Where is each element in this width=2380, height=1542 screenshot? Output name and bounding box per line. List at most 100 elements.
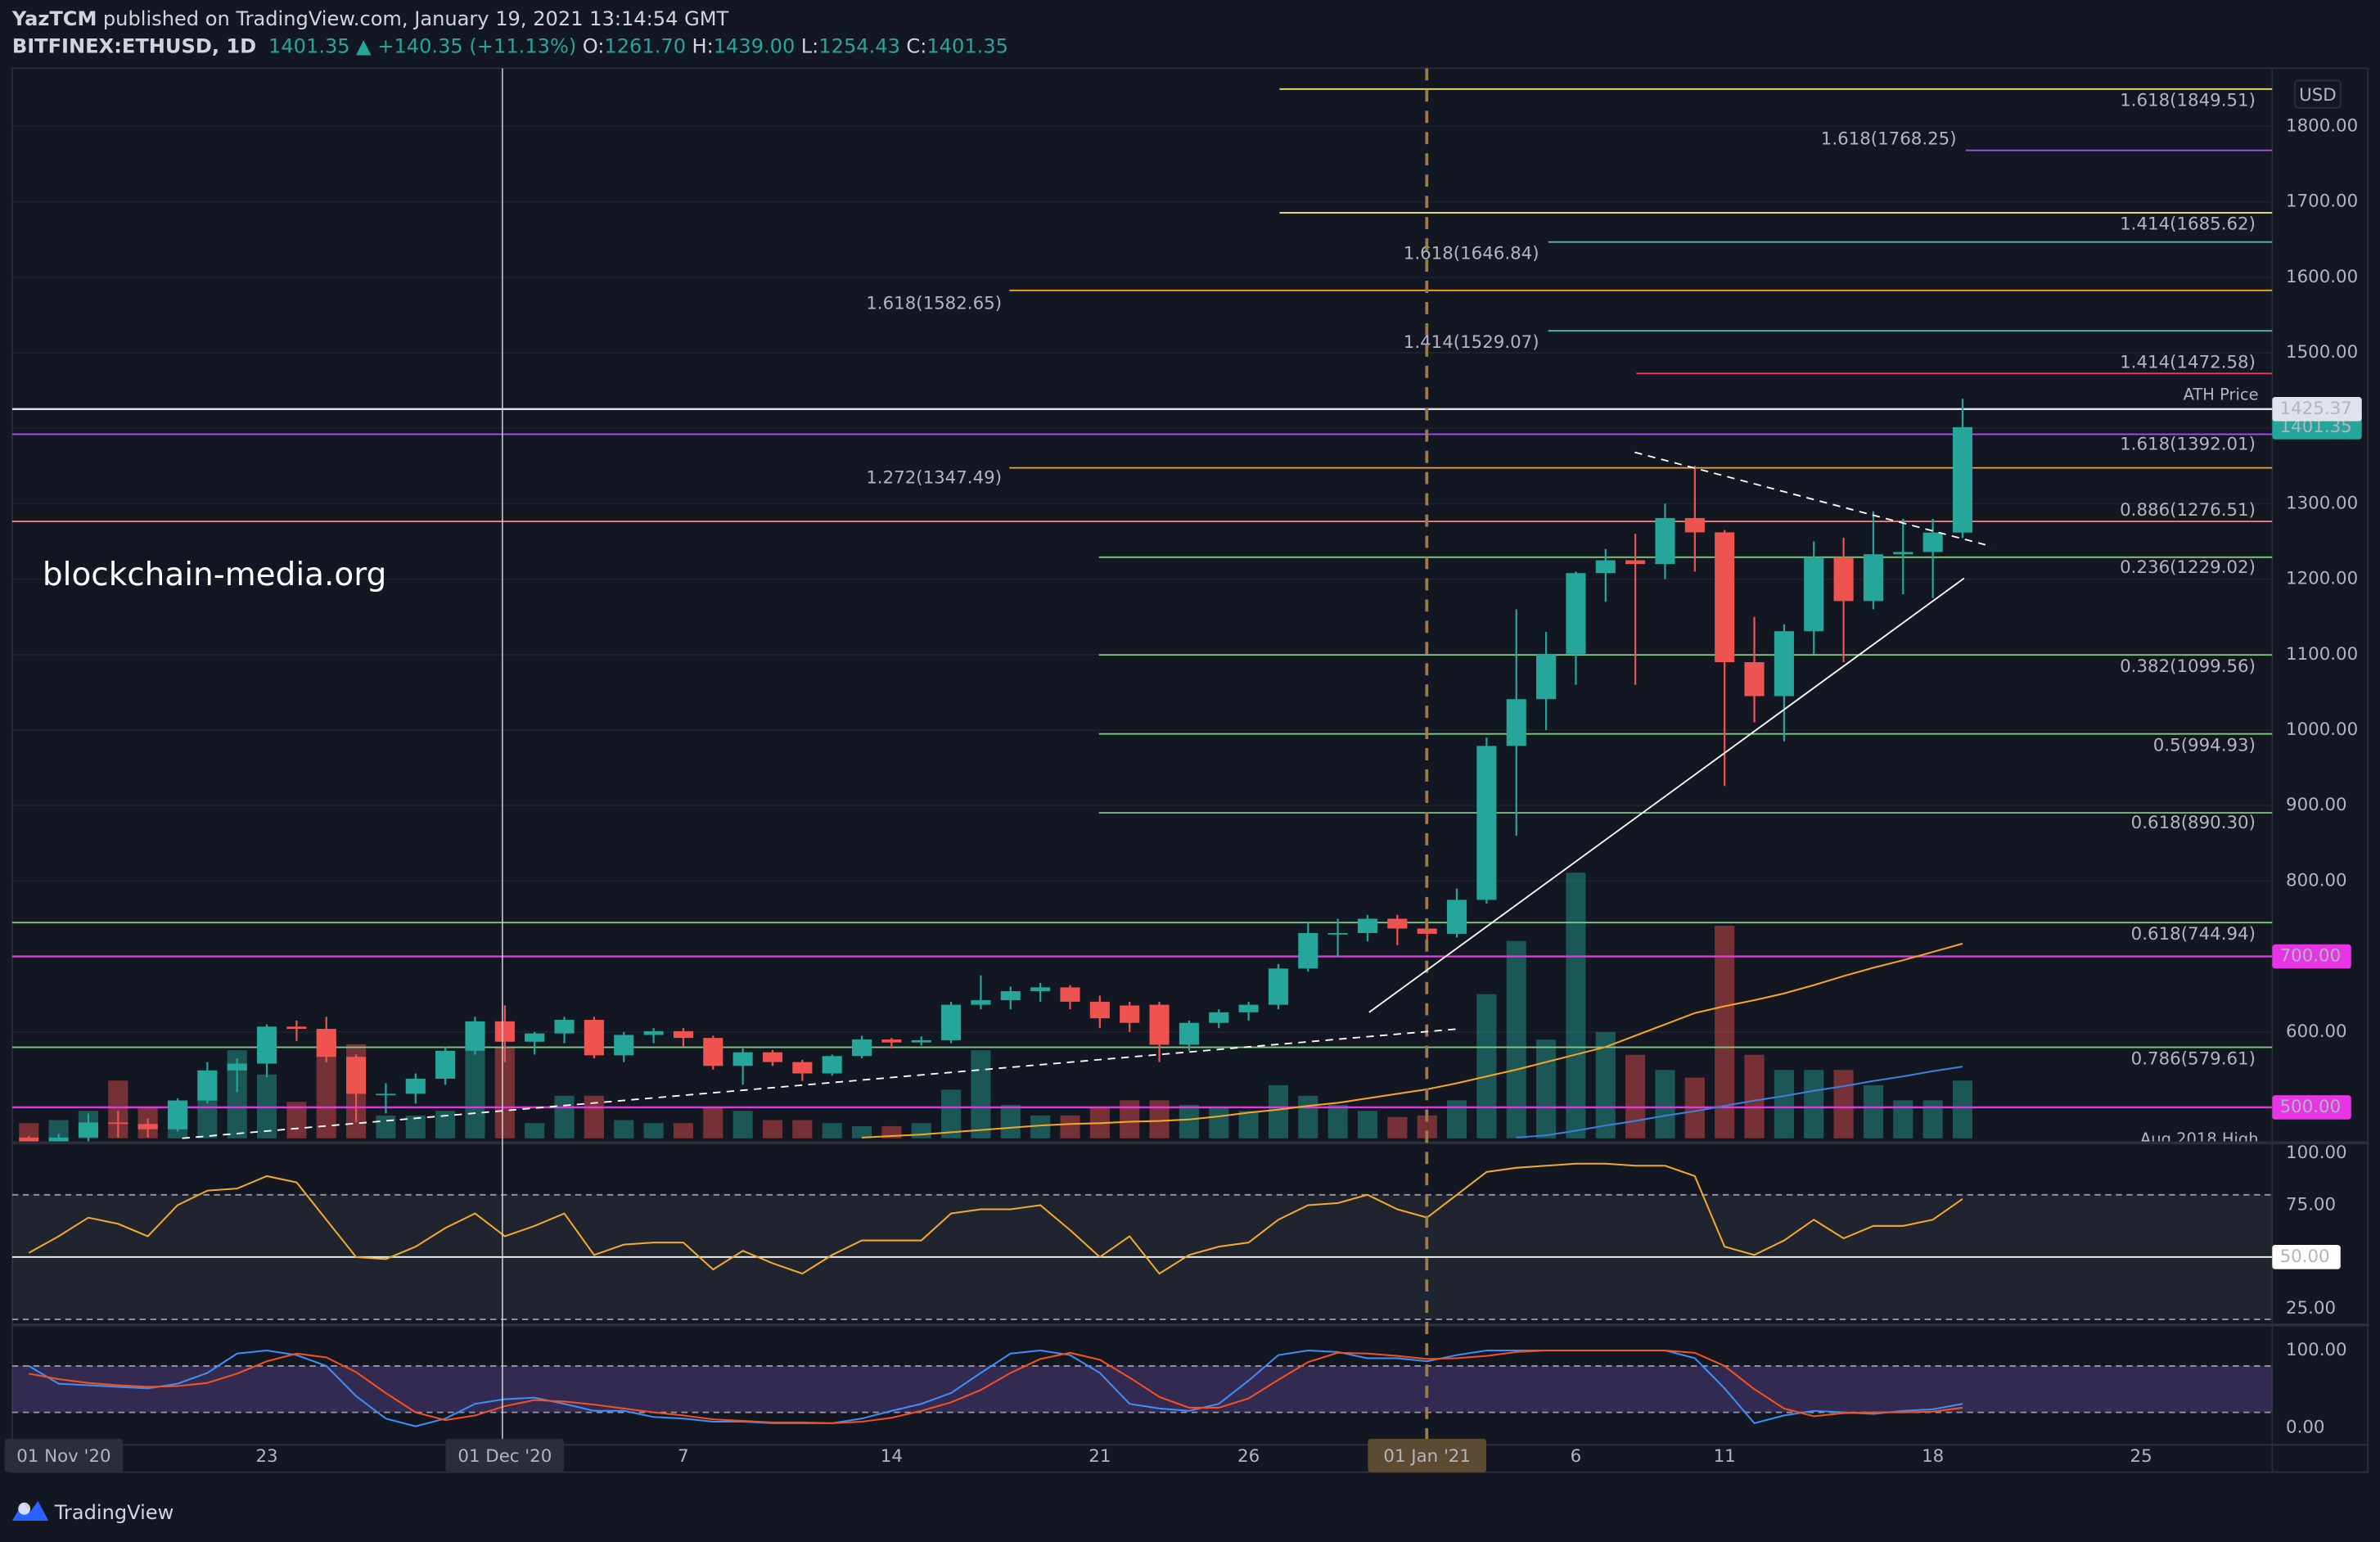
stoch-band [11, 1365, 2273, 1413]
candle-body [346, 1057, 367, 1094]
candle-body [614, 1035, 634, 1056]
currency: USD [2299, 85, 2337, 106]
fib-label: 1.414(1529.07) [1404, 332, 1539, 353]
y-tick-label: 1100.00 [2286, 644, 2358, 665]
candle-body [1417, 928, 1437, 934]
candle-body [673, 1030, 693, 1039]
volume-bar [1268, 1084, 1288, 1138]
volume-bar [19, 1123, 39, 1138]
candle-body [822, 1056, 842, 1074]
x-tick-label: 6 [1571, 1446, 1582, 1467]
candle-body [525, 1033, 545, 1042]
ohlc-value: 1401.35 [926, 34, 1008, 57]
volume-bar [971, 1050, 991, 1138]
fib-label: 1.618(1392.01) [2120, 435, 2256, 455]
y-tick-label: 1700.00 [2286, 192, 2358, 212]
candle-body [911, 1039, 931, 1043]
x-tick-label: 7 [678, 1446, 689, 1467]
y-tick-label: 1800.00 [2286, 115, 2358, 136]
candle-body [1506, 699, 1526, 746]
fib-label: 0.236(1229.02) [2120, 557, 2256, 578]
trendline [182, 1028, 1458, 1139]
candle-body [1774, 631, 1794, 697]
candle-body [316, 1029, 336, 1057]
candle-body [792, 1062, 813, 1074]
candle-body [1060, 987, 1080, 1002]
volume-bar [1595, 1031, 1616, 1138]
candle-body [1238, 1004, 1259, 1012]
candle-body [1833, 557, 1854, 602]
fib-label: 0.382(1099.56) [2120, 656, 2256, 677]
price-tag-box [2272, 396, 2362, 422]
price-tag-box [2272, 944, 2351, 969]
candle-body [584, 1020, 604, 1056]
candle-body [435, 1050, 456, 1079]
candle-body [1715, 532, 1735, 663]
candle-body [1625, 560, 1646, 565]
rsi-line [28, 1162, 1963, 1275]
candle-body [137, 1124, 158, 1129]
candle-body [1446, 900, 1467, 934]
moving-average [1516, 1066, 1963, 1138]
author: YazTCM [11, 7, 97, 30]
volume-bar [851, 1125, 872, 1138]
fib-label: 1.414(1472.58) [2120, 352, 2256, 372]
price-line-note: ATH Price [2184, 386, 2259, 404]
candle-body [1000, 990, 1021, 1001]
x-tick-label: 21 [1089, 1446, 1111, 1467]
x-label-box [445, 1438, 565, 1472]
candle-body [1030, 987, 1051, 991]
volume-bar [405, 1115, 426, 1138]
x-tick-label: 26 [1237, 1446, 1260, 1467]
candle-body [167, 1100, 188, 1129]
volume-bar [792, 1120, 813, 1138]
x-tick-label: 11 [1714, 1446, 1736, 1467]
volume-bar [1209, 1107, 1229, 1138]
volume-bar [1804, 1070, 1824, 1138]
candle-body [1149, 1004, 1170, 1045]
watermark: blockchain-media.org [43, 557, 386, 593]
candle-body [465, 1021, 485, 1051]
candle-body [971, 1000, 991, 1005]
volume-bar [1179, 1104, 1199, 1138]
volume-bar [1922, 1100, 1943, 1138]
candle-body [1089, 1001, 1110, 1019]
candle-body [762, 1052, 783, 1062]
volume-bar [48, 1120, 69, 1138]
footer-brand: TradingView [54, 1501, 174, 1524]
candle-body [227, 1063, 247, 1071]
published: published on TradingView.com, January 19… [103, 7, 729, 30]
candle-body [1952, 426, 1973, 533]
price-tag: 700.00 [2280, 946, 2342, 967]
volume-bar [1893, 1100, 1913, 1138]
fib-label: 0.886(1276.51) [2120, 500, 2256, 521]
volume-bar [673, 1123, 693, 1138]
y-tick-label: 1600.00 [2286, 267, 2358, 287]
fib-label: 1.618(1646.84) [1404, 243, 1539, 264]
volume-bar [1774, 1070, 1794, 1138]
candle-body [1922, 532, 1943, 552]
rsi-tick-label: 100.00 [2286, 1143, 2347, 1163]
candle-body [108, 1122, 128, 1125]
x-tick-label: 01 Dec '20 [458, 1446, 552, 1467]
candle-body [1655, 517, 1675, 565]
volume-bar [1625, 1054, 1646, 1138]
volume-bar [1387, 1116, 1408, 1138]
volume-bar [732, 1111, 753, 1138]
candle-body [1804, 557, 1824, 632]
price-tag-box [2272, 1095, 2351, 1120]
volume-bar [1506, 940, 1526, 1138]
trendline [1634, 451, 1992, 548]
y-tick-label: 900.00 [2286, 795, 2347, 815]
candle-body [1120, 1005, 1140, 1023]
candle-body [941, 1004, 962, 1040]
volume-bar [1238, 1111, 1259, 1138]
y-tick-label: 1500.00 [2286, 342, 2358, 363]
volume-bar [703, 1107, 723, 1138]
candle-body [1298, 932, 1318, 969]
candle-body [1536, 653, 1557, 700]
volume-bar [525, 1123, 545, 1138]
axes: 600.00 700.00 800.00 900.00 1000.00 1100.00 12… [4, 115, 2362, 1472]
